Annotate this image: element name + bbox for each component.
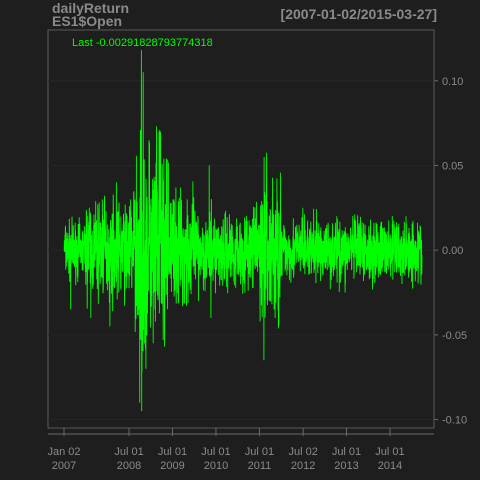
return-line [63, 50, 423, 412]
x-tick-label: Jul 01 [201, 446, 230, 458]
x-tick-label: Jul 01 [245, 446, 274, 458]
date-range: [2007-01-02/2015-03-27] [280, 6, 437, 22]
x-tick-label: Jul 01 [158, 446, 187, 458]
y-tick-label: -0.05 [442, 330, 467, 342]
x-tick-label: Jul 01 [114, 446, 143, 458]
x-tick-label: 2007 [52, 460, 76, 472]
x-tick-label: Jul 01 [332, 446, 361, 458]
y-tick-label: 0.00 [442, 245, 463, 257]
x-tick-label: 2011 [248, 460, 272, 472]
x-tick-label: Jul 02 [288, 446, 317, 458]
x-tick-label: 2010 [204, 460, 228, 472]
x-tick-label: Jul 01 [375, 446, 404, 458]
chart-title: dailyReturn [52, 0, 130, 16]
x-tick-label: Jan 02 [47, 446, 80, 458]
y-axis: 0.10 0.05 0.00 -0.05 -0.10 [434, 76, 467, 427]
x-tick-label: 2014 [378, 460, 402, 472]
chart-subtitle: ES1$Open [52, 13, 123, 29]
x-tick-label: 2008 [117, 460, 141, 472]
x-tick-label: 2013 [334, 460, 358, 472]
y-tick-label: -0.10 [442, 415, 467, 427]
series-line [63, 50, 423, 412]
x-axis: Jan 02 2007 Jul 01 2008 Jul 01 2009 Jul 01 2010… [47, 428, 434, 472]
y-tick-label: 0.10 [442, 76, 463, 88]
last-value-label: Last -0.00291828793774318 [72, 37, 213, 49]
plot-frame [47, 29, 435, 429]
y-tick-label: 0.05 [442, 160, 463, 172]
x-tick-label: 2009 [160, 460, 184, 472]
x-tick-label: 2012 [291, 460, 315, 472]
